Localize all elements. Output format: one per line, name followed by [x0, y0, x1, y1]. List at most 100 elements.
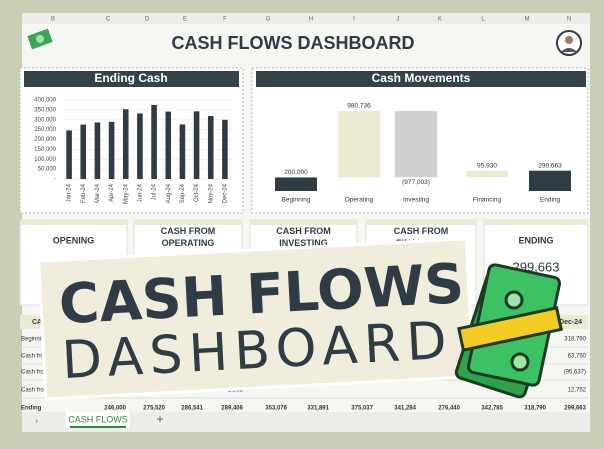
- kpi-card-accent: [20, 220, 127, 225]
- cell: 12,752: [568, 388, 587, 394]
- kpi-title: ENDING: [518, 235, 553, 245]
- x-tick-label: Jun-24: [137, 183, 143, 202]
- y-tick-label: 250,000: [34, 127, 56, 133]
- banner-box: [37, 237, 475, 401]
- bar: [137, 113, 143, 179]
- x-tick-label: Nov-24: [208, 183, 214, 203]
- cell: 353,076: [265, 406, 287, 412]
- cell: 275,520: [143, 406, 165, 412]
- logo-icon: [27, 28, 53, 50]
- bar: [222, 119, 228, 179]
- bar: [122, 109, 129, 179]
- x-tick-label: Beginning: [282, 197, 311, 204]
- cell: (95,637): [564, 370, 586, 376]
- bar: [108, 121, 115, 179]
- data-label: (977,003): [402, 179, 430, 186]
- y-tick-label: 100,000: [34, 157, 56, 163]
- sheet-tab-label[interactable]: CASH FLOWS: [68, 414, 128, 424]
- waterfall-bar: [529, 170, 571, 191]
- waterfall-bar: [466, 170, 508, 178]
- panel-title-bar: [256, 71, 586, 87]
- bar: [193, 111, 200, 179]
- bar: [179, 124, 186, 179]
- cell: 341,284: [394, 406, 416, 412]
- kpi-title: CASH FROM OPERATING: [161, 226, 216, 248]
- cell: 318,790: [524, 406, 546, 412]
- y-tick-label: 150,000: [34, 147, 56, 153]
- x-tick-label: Mar-24: [95, 183, 101, 203]
- table-header-cell: Dec-24: [559, 319, 582, 326]
- bar: [94, 122, 101, 179]
- cell: 276,440: [438, 406, 460, 412]
- cell: 342,785: [481, 406, 503, 412]
- data-label: 200,000: [284, 169, 308, 176]
- table-header-cell: CA: [32, 319, 42, 326]
- x-tick-label: Apr-24: [109, 183, 115, 202]
- y-tick-label: 350,000: [34, 107, 56, 113]
- kpi-card-accent: [366, 220, 476, 225]
- waterfall-bar: [338, 111, 380, 178]
- panel: [19, 67, 244, 214]
- column-letter: L: [481, 17, 485, 23]
- sheet-tab[interactable]: [66, 412, 130, 428]
- avatar: [556, 30, 582, 56]
- cell: 286,541: [181, 406, 203, 412]
- cell: 289,406: [221, 406, 243, 412]
- x-tick-label: Jul-24: [152, 183, 158, 200]
- x-tick-label: Jan-24: [67, 183, 73, 202]
- cell: 63,750: [568, 354, 587, 360]
- y-tick-label: -: [54, 177, 56, 183]
- kpi-card-accent: [134, 220, 242, 225]
- waterfall-bar: [395, 111, 437, 178]
- column-letter: H: [309, 17, 313, 23]
- data-label: 980,736: [347, 103, 371, 110]
- cell: 246,000: [104, 406, 126, 412]
- column-header-bar: [22, 13, 590, 24]
- bar: [80, 124, 87, 179]
- column-letter: D: [145, 17, 150, 23]
- cell: 299,663: [564, 406, 586, 412]
- x-tick-label: Oct-24: [194, 183, 200, 202]
- x-tick-label: Feb-24: [81, 183, 87, 203]
- banner: CASH FLOWS DASHBOARD: [37, 237, 475, 401]
- column-letter: K: [438, 17, 442, 23]
- column-letter: M: [525, 17, 530, 23]
- column-letter: J: [397, 17, 400, 23]
- money-icon: [454, 263, 563, 399]
- column-letter: E: [183, 17, 187, 23]
- x-tick-label: Ending: [540, 197, 561, 204]
- x-tick-label: Aug-24: [166, 183, 172, 203]
- x-tick-label: Operating: [345, 197, 374, 204]
- x-tick-label: Dec-24: [222, 183, 228, 203]
- add-sheet[interactable]: +: [156, 412, 163, 426]
- bar: [165, 111, 172, 179]
- bar: [151, 104, 157, 179]
- y-tick-label: 50,000: [38, 167, 57, 173]
- panel-title: Ending Cash: [94, 71, 167, 85]
- cell: 331,891: [307, 406, 329, 412]
- kpi-card-accent: [250, 220, 357, 225]
- data-label: 299,663: [538, 162, 562, 169]
- y-tick-label: 200,000: [34, 137, 56, 143]
- cell: 318,790: [564, 337, 586, 343]
- column-letter: I: [353, 17, 355, 23]
- column-letter: G: [266, 17, 271, 23]
- panel-title-bar: [24, 71, 239, 87]
- column-letter: C: [106, 17, 111, 23]
- row-label: Ending: [21, 406, 42, 412]
- x-tick-label: Investing: [403, 197, 429, 204]
- y-tick-label: 400,000: [34, 98, 56, 104]
- panel-title: Cash Movements: [372, 71, 471, 85]
- kpi-card-accent: [484, 220, 588, 225]
- kpi-title: CASH FROM INVESTING: [276, 226, 331, 248]
- column-letter: F: [223, 17, 227, 23]
- column-letter: N: [567, 17, 571, 23]
- tab-bar: [22, 412, 590, 432]
- cell: 375,037: [351, 406, 373, 412]
- bar: [207, 116, 214, 179]
- x-tick-label: Financing: [473, 197, 502, 204]
- nav-arrow[interactable]: ›: [35, 415, 38, 425]
- row-label: Beginning: [21, 337, 48, 343]
